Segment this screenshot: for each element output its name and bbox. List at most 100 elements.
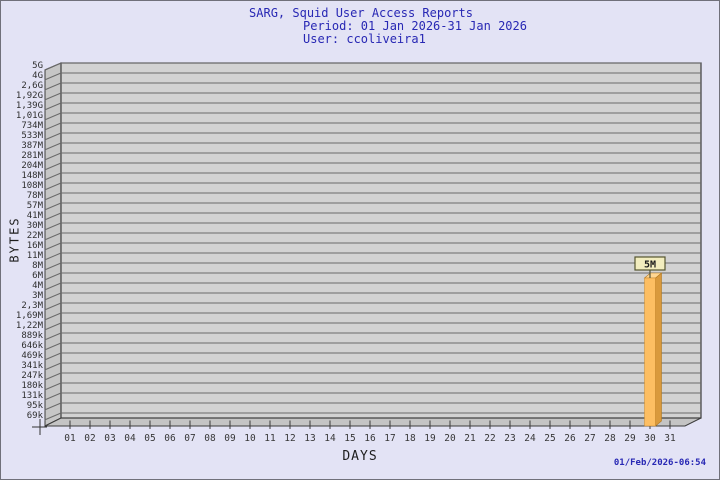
x-tick-label: 09 <box>224 433 236 444</box>
y-tick-label: 108M <box>21 181 43 191</box>
y-tick-mark <box>44 172 62 181</box>
y-tick-label: 180k <box>21 381 43 391</box>
bars <box>643 272 663 427</box>
y-tick-label: 533M <box>21 131 43 141</box>
y-tick-label: 2,6G <box>21 81 43 91</box>
y-tick-mark <box>44 192 62 201</box>
x-tick-label: 02 <box>84 433 95 444</box>
y-tick-mark <box>44 102 62 111</box>
y-tick-mark <box>44 352 62 361</box>
y-tick-mark <box>44 312 62 321</box>
y-tick-mark <box>44 302 62 311</box>
y-tick-label: 95k <box>27 401 44 411</box>
plot-face <box>60 62 702 419</box>
x-tick-label: 11 <box>264 433 276 444</box>
y-tick-mark <box>44 142 62 151</box>
y-tick-mark <box>44 62 62 71</box>
y-tick-label: 1,39G <box>16 101 43 111</box>
y-tick-mark <box>44 322 62 331</box>
report-period: Period: 01 Jan 2026-31 Jan 2026 <box>303 19 527 33</box>
y-tick-labels: 5G4G2,6G1,92G1,39G1,01G734M533M387M281M2… <box>16 61 44 421</box>
y-tick-mark <box>44 222 62 231</box>
y-tick-mark <box>44 152 62 161</box>
x-tick-label: 13 <box>304 433 315 444</box>
y-tick-label: 78M <box>27 191 44 201</box>
x-tick-label: 17 <box>384 433 395 444</box>
y-tick-label: 734M <box>21 121 43 131</box>
y-tick-label: 281M <box>21 151 43 161</box>
bar-side-face <box>655 272 662 427</box>
x-tick-label: 10 <box>244 433 256 444</box>
generated-timestamp: 01/Feb/2026-06:54 <box>613 458 706 468</box>
y-tick-mark <box>44 412 62 421</box>
x-tick-label: 12 <box>284 433 295 444</box>
y-tick-label: 247k <box>21 371 43 381</box>
x-tick-label: 18 <box>404 433 416 444</box>
x-tick-label: 03 <box>104 433 115 444</box>
y-tick-label: 148M <box>21 171 43 181</box>
y-tick-mark <box>44 372 62 381</box>
x-tick-label: 05 <box>144 433 155 444</box>
annotation-box <box>634 256 666 271</box>
y-tick-mark <box>44 402 62 411</box>
y-tick-mark <box>44 182 62 191</box>
y-tick-label: 1,22M <box>16 321 44 331</box>
y-tick-label: 69k <box>27 411 44 421</box>
y-tick-mark <box>44 82 62 91</box>
y-tick-mark <box>44 272 62 281</box>
y-tick-label: 5G <box>32 61 43 71</box>
x-tick-label: 04 <box>124 433 136 444</box>
x-tick-label: 07 <box>184 433 195 444</box>
y-tick-mark <box>44 122 62 131</box>
y-tick-label: 16M <box>27 241 44 251</box>
y-tick-label: 1,69M <box>16 311 44 321</box>
report-user: User: ccoliveira1 <box>303 32 426 46</box>
y-tick-mark <box>44 262 62 271</box>
y-tick-mark <box>44 232 62 241</box>
y-tick-mark <box>44 332 62 341</box>
y-tick-label: 131k <box>21 391 43 401</box>
bar-front-face <box>644 277 656 427</box>
annotation-label: 5M <box>644 260 656 271</box>
x-tick-label: 19 <box>424 433 436 444</box>
plot-floor <box>44 417 702 427</box>
y-tick-label: 41M <box>27 211 44 221</box>
y-tick-label: 387M <box>21 141 43 151</box>
y-tick-mark <box>44 292 62 301</box>
x-tick-label: 14 <box>324 433 336 444</box>
y-tick-mark <box>44 92 62 101</box>
y-tick-mark <box>44 72 62 81</box>
x-tick-label: 27 <box>584 433 595 444</box>
x-tick-label: 30 <box>644 433 656 444</box>
x-tick-label: 22 <box>484 433 495 444</box>
x-tick-label: 28 <box>604 433 616 444</box>
y-tick-mark <box>44 112 62 121</box>
y-tick-mark <box>44 392 62 401</box>
y-tick-label: 2,3M <box>21 301 43 311</box>
x-tick-label: 29 <box>624 433 636 444</box>
x-tick-label: 21 <box>464 433 476 444</box>
y-tick-label: 1,92G <box>16 91 43 101</box>
x-tick-label: 24 <box>524 433 536 444</box>
bar-annotations: 5M <box>634 256 666 278</box>
y-tick-label: 8M <box>32 261 43 271</box>
y-tick-label: 11M <box>27 251 44 261</box>
x-tick-labels: 01 02 03 04 05 06 07 08 09 10 11 12 13 14 15 16 17 18 19 20… <box>64 420 676 444</box>
x-tick-label: 20 <box>444 433 456 444</box>
x-axis-title: DAYS <box>342 449 378 464</box>
y-tick-label: 889k <box>21 331 43 341</box>
x-tick-label: 23 <box>504 433 515 444</box>
y-tick-label: 22M <box>27 231 44 241</box>
x-tick-label: 06 <box>164 433 176 444</box>
x-tick-label: 25 <box>544 433 555 444</box>
x-tick-label: 08 <box>204 433 216 444</box>
gridlines <box>44 62 701 421</box>
y-tick-label: 341k <box>21 361 43 371</box>
y-tick-mark <box>44 282 62 291</box>
y-tick-label: 204M <box>21 161 43 171</box>
y-tick-mark <box>44 342 62 351</box>
x-tick-label: 15 <box>344 433 355 444</box>
x-tick-label: 31 <box>664 433 676 444</box>
